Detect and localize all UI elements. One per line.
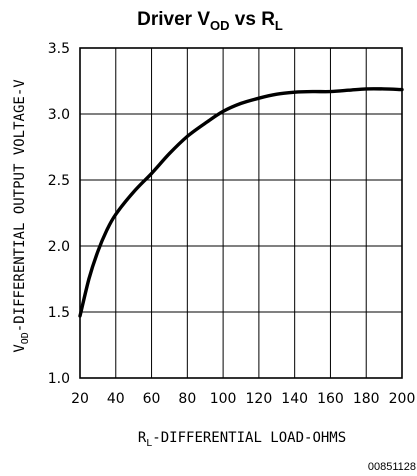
- y-label-pre: V: [12, 344, 28, 353]
- x-tick-label: 180: [353, 391, 380, 407]
- y-tick-label: 1.5: [48, 305, 70, 321]
- title-main-sub: OD: [210, 18, 230, 33]
- y-axis-label: VOD-DIFFERENTIAL OUTPUT VOLTAGE-V: [12, 79, 31, 353]
- x-tick-label: 120: [246, 391, 273, 407]
- title-mid: vs R: [230, 9, 276, 30]
- y-tick-labels: 1.0 1.5 2.0 2.5 3.0 3.5: [48, 41, 70, 387]
- figure-code: 00851128: [368, 461, 416, 473]
- grid-lines: [80, 48, 402, 378]
- y-label-post: -DIFFERENTIAL OUTPUT VOLTAGE-V: [12, 79, 28, 332]
- x-axis-label: RL-DIFFERENTIAL LOAD-OHMS: [138, 430, 346, 449]
- x-tick-label: 160: [317, 391, 344, 407]
- x-tick-label: 200: [389, 391, 416, 407]
- x-tick-label: 20: [71, 391, 89, 407]
- x-tick-label: 60: [143, 391, 161, 407]
- plot-frame: [79, 47, 403, 379]
- x-tick-label: 80: [178, 391, 196, 407]
- title-mid-sub: L: [275, 18, 283, 33]
- x-label-post: -DIFFERENTIAL LOAD-OHMS: [152, 430, 346, 446]
- y-tick-label: 1.0: [48, 371, 70, 387]
- x-tick-label: 40: [107, 391, 125, 407]
- title-main: Driver V: [137, 9, 210, 30]
- x-tick-label: 100: [210, 391, 237, 407]
- chart-title: Driver VOD vs RL: [137, 9, 283, 33]
- series-line: [78, 87, 404, 318]
- x-label-sub: L: [146, 438, 152, 449]
- y-tick-label: 3.0: [48, 107, 70, 123]
- y-tick-label: 2.0: [48, 239, 70, 255]
- x-tick-labels: 20 40 60 80 100 120 140 160 180 200: [71, 391, 415, 407]
- x-label-pre: R: [138, 430, 147, 446]
- y-tick-label: 3.5: [48, 41, 70, 57]
- x-tick-label: 140: [281, 391, 308, 407]
- y-label-sub: OD: [20, 332, 31, 344]
- y-tick-label: 2.5: [48, 173, 70, 189]
